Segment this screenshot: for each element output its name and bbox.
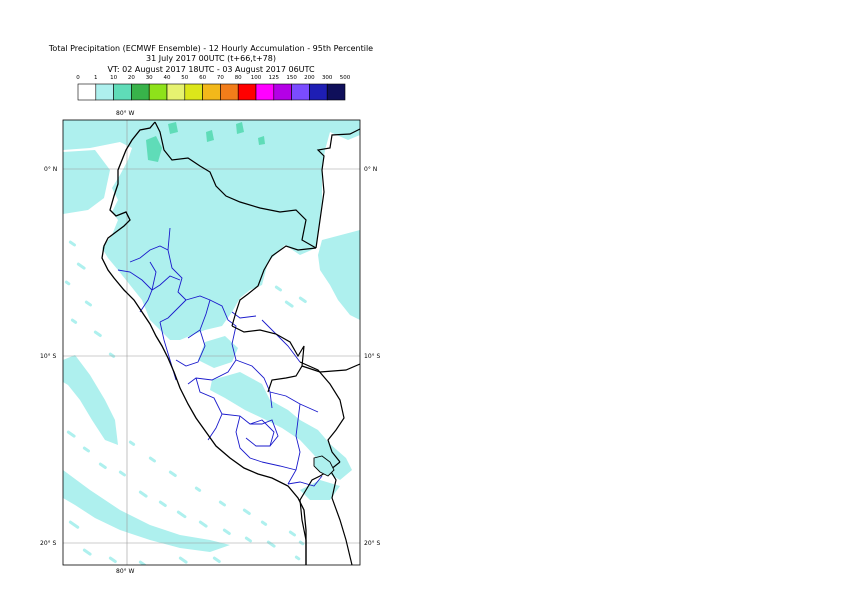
- lat-label-10-left: 10° S: [40, 353, 57, 360]
- chart-title: Total Precipitation (ECMWF Ensemble) - 1…: [48, 44, 374, 53]
- coastline: [101, 121, 307, 565]
- legend-tick-label: 300: [322, 75, 333, 81]
- precip-speck: [70, 318, 78, 324]
- precip-speck: [76, 262, 86, 270]
- precip-speck: [178, 556, 188, 564]
- precip-speck: [158, 500, 167, 508]
- precip-speck: [98, 462, 107, 470]
- legend-swatch: [326, 83, 346, 101]
- legend-tick-label: 500: [340, 75, 351, 81]
- legend-tick-label: 150: [286, 75, 297, 81]
- legend-tick-label: 60: [199, 75, 206, 81]
- precip-speck: [198, 240, 206, 246]
- legend-tick-label: 125: [269, 75, 280, 81]
- color-legend: 0 1 10 20 30 40 50 60 70 80 100 125 150 200 300 500: [76, 75, 351, 101]
- precip-speck: [298, 296, 307, 304]
- chart-valid-time: VT: 02 August 2017 18UTC - 03 August 201…: [107, 65, 315, 74]
- precip-speck: [148, 456, 156, 463]
- chart-run-time: 31 July 2017 00UTC (t+66,t+78): [146, 54, 276, 63]
- legend-tick-label: 70: [217, 75, 224, 81]
- precip-speck: [108, 556, 117, 564]
- precip-speck: [168, 470, 177, 478]
- precip-speck: [118, 470, 126, 477]
- precip-speck: [266, 540, 276, 548]
- precip-speck: [68, 520, 80, 529]
- lat-label-10-right: 10° S: [364, 353, 381, 360]
- precip-speck: [82, 446, 90, 453]
- legend-tick-label: 50: [181, 75, 188, 81]
- precip-speck: [208, 255, 215, 261]
- precip-speck: [66, 430, 76, 438]
- precip-light-green: [146, 122, 265, 162]
- precip-speck: [288, 530, 296, 537]
- legend-tick-label: 10: [110, 75, 117, 81]
- legend-tick-label: 100: [251, 75, 262, 81]
- precip-speck: [274, 285, 282, 292]
- lat-label-0-right: 0° N: [364, 166, 378, 173]
- precip-area-north: [63, 120, 360, 552]
- map-gridlines: [63, 120, 360, 565]
- country-borders: [154, 121, 360, 565]
- legend-tick-label: 200: [304, 75, 315, 81]
- legend-tick-label: 20: [128, 75, 135, 81]
- lon-label-top: 80° W: [116, 110, 135, 117]
- precip-speck: [64, 280, 71, 286]
- region-borders: [117, 227, 323, 487]
- precip-speck: [198, 520, 208, 528]
- precip-speck: [108, 352, 116, 358]
- legend-tick-label: 1: [94, 75, 98, 81]
- precip-speck: [294, 555, 301, 561]
- precip-speck: [228, 262, 236, 269]
- precip-speck: [82, 548, 92, 556]
- precip-speck: [176, 510, 187, 519]
- lake-titicaca: [313, 455, 335, 477]
- precip-speck: [222, 528, 231, 536]
- legend-tick-label: 30: [146, 75, 153, 81]
- precip-speck: [260, 520, 268, 526]
- legend-tick-label: 40: [164, 75, 171, 81]
- lon-label-bottom: 80° W: [116, 568, 135, 575]
- precip-speck: [138, 490, 148, 498]
- precip-speck: [218, 500, 226, 507]
- precip-speck: [220, 250, 228, 256]
- precip-speck: [93, 330, 102, 338]
- precip-speck: [244, 536, 252, 543]
- legend-tick-label: 80: [235, 75, 242, 81]
- precip-speck: [84, 300, 92, 307]
- precip-speck: [194, 486, 202, 492]
- precip-speck: [284, 300, 294, 308]
- precip-speck: [238, 272, 245, 278]
- precip-speck: [242, 508, 251, 516]
- precip-speck: [68, 240, 76, 247]
- lat-label-20-left: 20° S: [40, 540, 57, 547]
- lat-label-0-left: 0° N: [44, 166, 58, 173]
- precip-speck: [128, 440, 136, 446]
- legend-tick-label: 0: [76, 75, 80, 81]
- map-frame: [62, 119, 361, 566]
- precip-speck: [212, 556, 221, 564]
- lat-label-20-right: 20° S: [364, 540, 381, 547]
